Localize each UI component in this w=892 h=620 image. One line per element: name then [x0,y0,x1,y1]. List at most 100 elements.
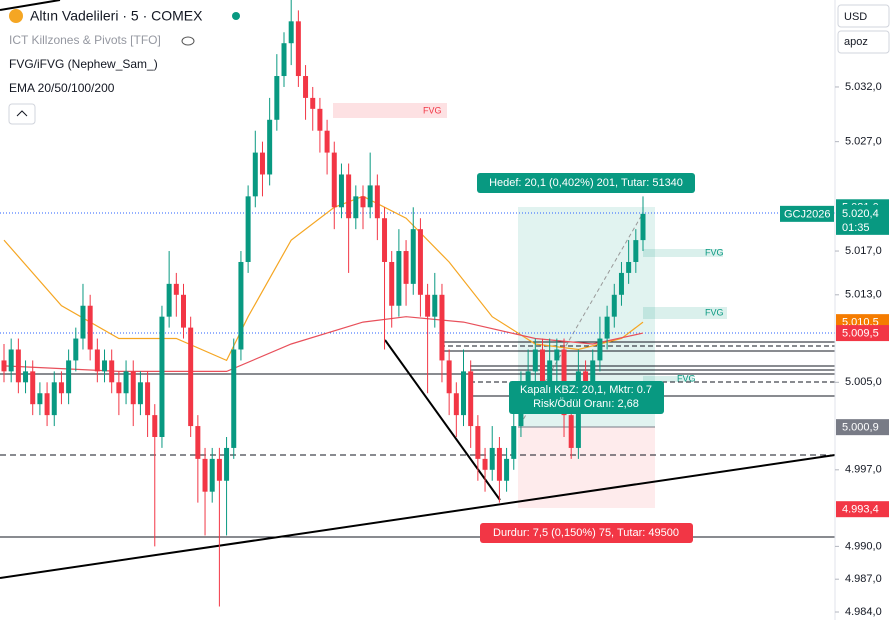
candle-body [482,458,488,470]
candle-body [432,294,438,317]
candle-body [597,338,603,361]
candle-body [367,185,373,208]
candle-body [633,240,639,262]
candle-body [590,360,596,383]
candle-body [489,447,495,470]
candle-body [58,382,64,394]
candle-body [152,415,158,437]
candle-body [568,415,574,448]
candle-body [346,174,352,219]
candle-body [252,152,258,197]
candle-body [396,251,402,306]
ema-line [3,316,644,372]
candle-body [23,371,29,383]
y-tick-label: 5.017,0 [845,245,882,257]
candle-body [267,119,273,175]
price-badge [836,501,889,518]
candle-body [209,458,215,492]
fvg-label: FVG [423,105,442,115]
candle-body [109,360,115,383]
candle-body [66,360,72,394]
candle-body [73,338,79,361]
eye-icon[interactable] [181,36,195,46]
y-tick-label: 5.005,0 [845,376,882,388]
candle-body [195,426,201,459]
currency-button[interactable] [837,4,890,28]
candle-body [173,283,179,295]
y-tick-label: 4.984,0 [845,606,882,618]
price-axis [835,0,892,620]
symbol-badge [780,205,834,222]
candle-body [274,76,280,120]
symbol-label: GCJ2026 [784,208,830,220]
candle-body [539,349,545,383]
y-tick-label: 4.997,0 [845,464,882,476]
y-tick-label: 5.027,0 [845,136,882,148]
candle-body [468,371,474,427]
candle-body [80,305,86,339]
candle-body [604,316,610,339]
candle-body [310,97,316,109]
candle-body [324,130,330,153]
candle-body [353,196,359,219]
path-line [519,212,644,426]
candle-body [417,229,423,295]
scale-button[interactable] [837,30,890,54]
candle-body [180,294,186,328]
axis-labels: 5.032,0 5.027,0 5.017,0 5.013,0 5.005,0 4.997… [835,81,889,618]
candle-body [295,21,301,77]
candle-body [8,349,14,372]
trend-line [0,0,61,11]
y-tick-label: 5.032,0 [845,81,882,93]
candle-body [532,349,538,372]
candle-body [496,447,502,481]
price-badge-label: 5.009,5 [842,327,879,339]
countdown: 01:35 [842,222,870,234]
last-price-label: 5.020,4 [842,208,879,220]
candle-body [453,393,459,416]
candle-body [410,229,416,284]
last-price-badge [836,204,889,235]
candle-body [94,349,100,372]
candle-body [461,371,467,416]
candle-body [475,426,481,459]
candle-body [554,349,560,361]
scale-mode: apoz [844,36,868,48]
chevron [16,110,28,117]
y-tick-label: 5.013,0 [845,289,882,301]
target-badge [477,173,695,193]
candle-body [303,76,309,98]
status-dot [232,12,240,20]
candle-body [216,458,222,481]
candle-body [224,447,230,481]
indicator: ICT Killzones & Pivots [TFO] [9,33,161,47]
candle-body [123,371,129,394]
fvg-label: FVG [705,307,724,317]
candle-body [626,261,632,273]
candle-body [360,196,366,208]
candle-body [439,294,445,361]
candle-body [130,371,136,405]
candle-body [30,371,36,405]
candle-body [137,382,143,405]
candle-body [245,196,251,262]
candle-body [116,382,122,394]
candle-body [231,349,237,448]
candle-body [511,426,517,459]
collapse-button[interactable] [8,103,36,125]
position-label: Kapalı KBZ: 20,1, Mktr: 0.7 [520,384,652,396]
y-tick-label: 4.990,0 [845,540,882,552]
candle-body [288,21,294,44]
fvg-label: FVG [705,247,724,257]
candle-body [583,371,589,383]
trend-line [0,454,836,579]
position-badge [509,381,664,414]
candle-body [51,382,57,416]
indicator: EMA 20/50/100/200 [9,81,115,95]
candle-body [425,294,431,317]
title: Altın Vadelileri · 5 · COMEX [30,8,203,24]
candle-body [382,218,388,262]
candle-body [166,283,172,317]
